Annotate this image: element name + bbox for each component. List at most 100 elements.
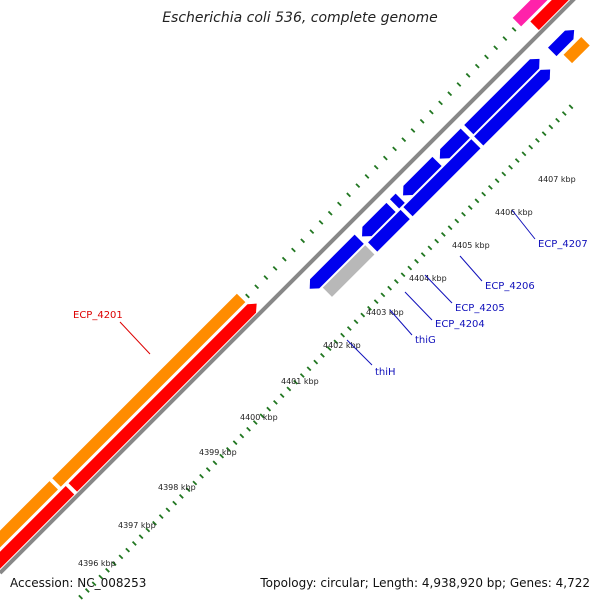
lower-scale-dot (152, 520, 157, 526)
lower-scale-dot (252, 420, 258, 425)
lower-scale-dot (541, 131, 547, 137)
lower-scale-dot (279, 393, 285, 399)
lower-scale-dot (225, 446, 231, 452)
lower-scale-dot (192, 480, 198, 486)
pink-cds-block (512, 0, 548, 27)
red-cds-block (68, 303, 257, 492)
lower-scale-dot (246, 426, 251, 432)
upper-scale-dot (300, 238, 306, 244)
lower-scale-dot (145, 527, 151, 533)
lower-scale-dot (286, 386, 292, 392)
upper-scale-dot (456, 82, 462, 87)
genome-summary: Topology: circular; Length: 4,938,920 bp… (260, 576, 590, 590)
upper-scale-dot (327, 210, 333, 216)
upper-scale-dot (263, 275, 269, 280)
lower-scale-dot (313, 359, 319, 365)
lower-scale-dot (555, 117, 560, 123)
orange-cds-block (563, 37, 590, 64)
lower-scale-dot (105, 567, 110, 573)
lower-scale-dot (91, 581, 97, 587)
upper-scale-dot (382, 155, 388, 161)
lower-scale-dot (393, 279, 399, 284)
upper-scale-dot (392, 146, 397, 152)
lower-scale-dot (158, 514, 164, 519)
scale-tick-label: 4398 kbp (158, 483, 196, 492)
lower-scale-dot (333, 339, 339, 345)
lower-scale-dot (125, 547, 131, 553)
lower-scale-dot (528, 144, 534, 150)
upper-scale-dot (309, 229, 315, 235)
upper-scale-dot (410, 128, 416, 133)
lower-scale-dot (400, 272, 406, 278)
gene-leader-line (404, 291, 433, 321)
upper-scale-dot (465, 72, 471, 78)
lower-scale-dot (440, 232, 446, 237)
gene-label: thiG (415, 335, 436, 346)
blue-cds-block (439, 128, 470, 159)
lower-scale-dot (98, 574, 104, 580)
lower-scale-dot (178, 494, 184, 499)
lower-scale-dot (407, 265, 413, 271)
lower-scale-dot (259, 413, 265, 419)
gene-leader-line (346, 339, 373, 366)
lower-scale-dot (172, 500, 178, 506)
upper-scale-dot (318, 220, 324, 225)
gene-label: ECP_4201 (73, 310, 123, 321)
blue-cds-block (464, 58, 540, 135)
orange-cds-block (52, 293, 246, 487)
orange-cds-block (0, 481, 58, 548)
lower-scale-dot (521, 151, 527, 157)
blue-cds-block (309, 234, 364, 289)
scale-tick-label: 4399 kbp (199, 448, 237, 457)
gene-leader-line (424, 274, 453, 304)
upper-scale-dot (364, 174, 370, 179)
lower-scale-dot (454, 218, 460, 224)
blue-cds-block (389, 193, 405, 209)
scale-tick-label: 4401 kbp (281, 377, 319, 386)
lower-scale-dot (131, 541, 137, 546)
blue-cds-block (362, 202, 396, 237)
lower-scale-dot (481, 191, 487, 197)
red-cds-block (0, 486, 75, 569)
lower-scale-dot (420, 252, 426, 257)
lower-scale-dot (534, 137, 540, 143)
scale-tick-label: 4400 kbp (240, 413, 278, 422)
lower-scale-dot (138, 534, 144, 540)
red-cds-block (530, 0, 569, 30)
lower-scale-dot (414, 258, 419, 264)
lower-scale-dot (467, 205, 473, 210)
blue-cds-block (403, 139, 481, 217)
lower-scale-dot (326, 346, 332, 352)
lower-scale-dot (293, 379, 298, 385)
lower-scale-dot (561, 111, 567, 116)
lower-scale-dot (494, 178, 500, 184)
gene-label: ECP_4204 (435, 319, 485, 330)
scale-tick-label: 4407 kbp (538, 175, 576, 184)
lower-scale-dot (360, 312, 366, 318)
lower-scale-dot (165, 507, 171, 513)
upper-scale-dot (502, 36, 508, 41)
upper-scale-dot (419, 118, 425, 124)
lower-scale-dot (205, 467, 211, 472)
lower-scale-dot (299, 373, 305, 378)
scale-tick-label: 4396 kbp (78, 559, 116, 568)
lower-scale-dot (387, 285, 393, 291)
lower-scale-dot (320, 352, 325, 358)
lower-scale-dot (118, 554, 124, 560)
gray-cds-block (322, 245, 375, 297)
lower-scale-dot (367, 305, 372, 311)
lower-scale-dot (487, 184, 493, 190)
upper-scale-dot (254, 284, 260, 290)
lower-scale-dot (514, 158, 520, 163)
scale-tick-label: 4405 kbp (452, 241, 490, 250)
lower-scale-dot (239, 433, 245, 439)
gene-label: thiH (375, 367, 396, 378)
lower-scale-dot (380, 292, 386, 298)
scale-tick-label: 4397 kbp (118, 521, 156, 530)
gene-leader-line (119, 321, 151, 355)
lower-scale-dot (353, 319, 359, 325)
blue-cds-block (474, 69, 551, 146)
backbone-line (0, 0, 576, 575)
lower-scale-dot (474, 198, 480, 204)
